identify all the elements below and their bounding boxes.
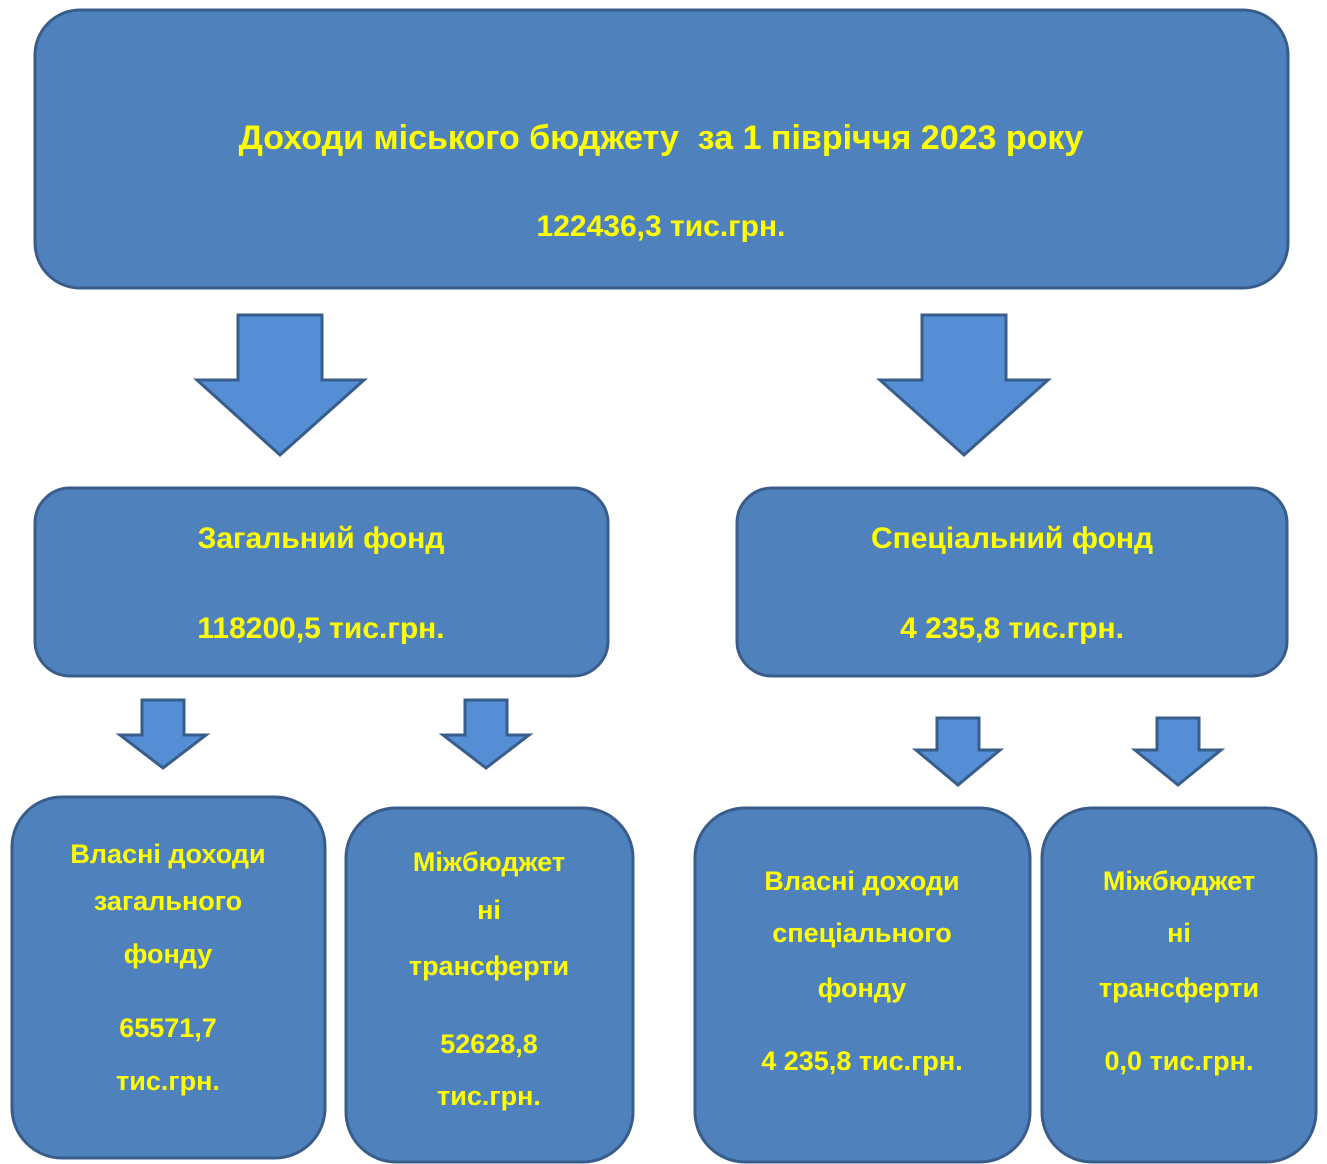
leaf-text: ні [1167,918,1191,948]
leaf-box [10,795,327,1160]
leaf-text: тис.грн. [116,1066,220,1096]
fund-title: Спеціальний фонд [871,522,1153,555]
leaf-text: Міжбюджет [413,847,565,877]
arrow [115,698,211,770]
fund-amount: 118200,5 тис.грн. [197,612,444,645]
leaf-text: Власні доходи [70,839,265,869]
leaf-box [693,806,1032,1164]
arrow [438,698,534,770]
leaf-text: 4 235,8 тис.грн. [761,1046,962,1076]
arrow [193,313,368,458]
leaf-text: загального [94,886,242,916]
leaf-text: Міжбюджет [1103,866,1255,896]
fund-title: Загальний фонд [198,522,445,555]
leaf-box [344,806,635,1164]
leaf-text: спеціального [772,918,951,948]
leaf-text: ні [477,895,501,925]
leaf-text: 0,0 тис.грн. [1105,1046,1254,1076]
fund-box [735,486,1289,678]
leaf-text: фонду [818,973,907,1003]
leaf-text: трансферти [409,951,569,981]
fund-box [33,486,610,678]
leaf-text: фонду [124,939,213,969]
leaf-text: Власні доходи [764,866,959,896]
leaf-box [1040,806,1318,1164]
fund-amount: 4 235,8 тис.грн. [900,612,1124,645]
leaf-text: тис.грн. [437,1081,541,1111]
arrow [876,313,1052,458]
arrow [911,716,1005,787]
leaf-text: 52628,8 [440,1029,538,1059]
leaf-text: трансферти [1099,973,1259,1003]
arrow [1130,716,1226,787]
top-amount: 122436,3 тис.грн. [537,210,786,243]
leaf-text: 65571,7 [119,1013,217,1043]
top-title: Доходи міського бюджету за 1 півріччя 20… [239,119,1084,157]
top-box [33,8,1290,290]
